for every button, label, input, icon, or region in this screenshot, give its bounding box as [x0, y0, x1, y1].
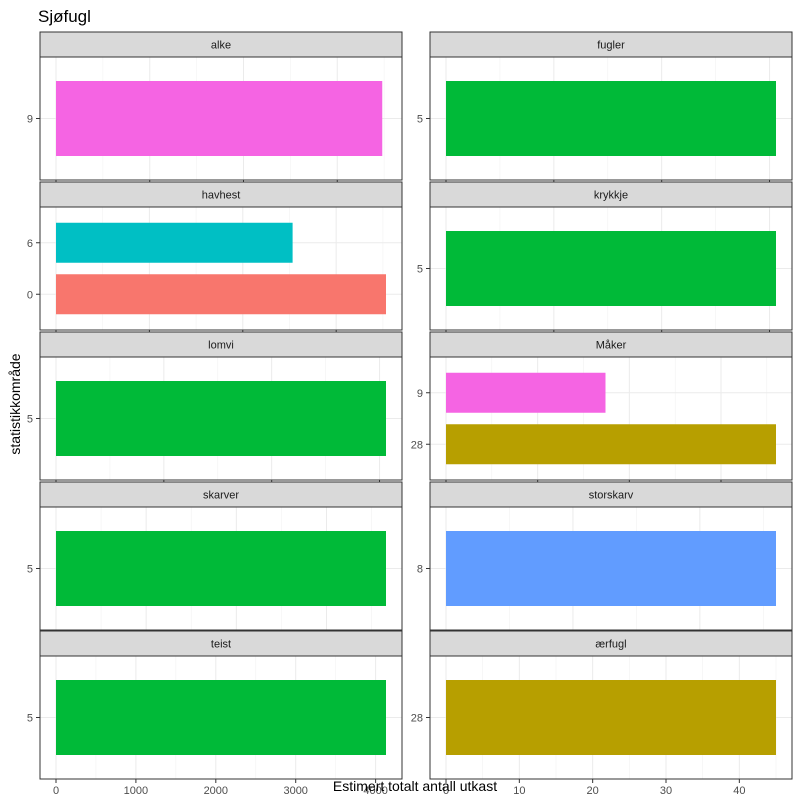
y-tick-label: 9: [27, 114, 33, 126]
bar-lomvi-5: [56, 381, 386, 456]
x-tick-label: 10: [513, 785, 525, 797]
panel-border: [429, 506, 793, 631]
x-tick-label: 1000: [124, 785, 148, 797]
panel-border: [39, 206, 403, 331]
x-tick-label: 4000: [363, 785, 387, 797]
x-axis-title: Estimert totalt antall utkast: [333, 778, 497, 794]
facet-strip-label: ærfugl: [595, 639, 626, 651]
chart-title: Sjøfugl: [38, 7, 91, 26]
facet-panel-skarver: skarver5050010001500: [27, 481, 403, 648]
facet-strip-label: skarver: [203, 490, 239, 502]
bar-alke-9: [56, 81, 383, 156]
facet-panel-alke: alke90255075: [27, 31, 403, 198]
facet-strip-label: storskarv: [589, 490, 634, 502]
facet-strip: [429, 331, 793, 358]
y-tick-label: 8: [417, 564, 423, 576]
facet-panels: alke90255075fugler5050100150havhest60030…: [27, 31, 793, 797]
y-tick-label: 28: [411, 439, 423, 451]
facet-strip: [39, 31, 403, 58]
facet-panel-måker: Måker928050100150: [411, 331, 793, 498]
facet-strip-label: alke: [211, 40, 231, 52]
facet-panel-storskarv: storskarv801020: [417, 481, 793, 648]
panel-border: [429, 655, 793, 780]
facet-panel-lomvi: lomvi5050100150: [27, 331, 403, 498]
y-tick-label: 5: [27, 713, 33, 725]
facet-strip-label: fugler: [597, 40, 625, 52]
panel-border: [429, 56, 793, 181]
x-tick-label: 0: [443, 785, 449, 797]
facet-strip-label: krykkje: [594, 190, 628, 202]
x-tick-label: 40: [733, 785, 745, 797]
facet-strip: [39, 181, 403, 208]
facet-strip: [429, 630, 793, 657]
bar-ærfugl-28: [446, 680, 776, 755]
facet-strip: [429, 481, 793, 508]
bar-måker-9: [446, 372, 606, 413]
panel-border: [429, 206, 793, 331]
panel-border: [39, 506, 403, 631]
x-tick-label: 2000: [204, 785, 228, 797]
facet-strip-label: Måker: [596, 340, 627, 352]
facet-strip: [429, 31, 793, 58]
bar-krykkje-5: [446, 231, 776, 306]
y-tick-label: 28: [411, 713, 423, 725]
panel-border: [39, 356, 403, 481]
facet-panel-havhest: havhest600306090: [27, 181, 403, 348]
bar-havhest-0: [56, 274, 386, 315]
facet-strip: [39, 481, 403, 508]
facet-panel-teist: teist 5 0 1000 2000 3000 4000: [27, 630, 403, 797]
facet-strip-label: teist: [211, 639, 231, 651]
y-tick-label: 5: [417, 264, 423, 276]
facet-panel-krykkje: krykkje5050100150: [417, 181, 793, 348]
x-tick-label: 0: [53, 785, 59, 797]
bar-storskarv-8: [446, 531, 776, 606]
y-tick-label: 5: [417, 114, 423, 126]
y-tick-label: 0: [27, 289, 33, 301]
facet-panel-fugler: fugler5050100150: [417, 31, 793, 198]
bar-måker-28: [446, 424, 776, 465]
bar-fugler-5: [446, 81, 776, 156]
x-tick-label: 3000: [283, 785, 307, 797]
facet-panel-ærfugl: ærfugl 28 0 10 20 30 40: [411, 630, 793, 797]
facet-strip-label: havhest: [202, 190, 241, 202]
panel-border: [39, 56, 403, 181]
y-axis-title: statistikkområde: [7, 353, 23, 454]
panel-border: [429, 356, 793, 481]
bar-skarver-5: [56, 531, 386, 606]
y-tick-label: 6: [27, 238, 33, 250]
panel-border: [39, 655, 403, 780]
y-tick-label: 5: [27, 414, 33, 426]
bar-teist-5: [56, 680, 386, 755]
x-tick-label: 30: [660, 785, 672, 797]
y-tick-label: 5: [27, 564, 33, 576]
facet-strip: [39, 331, 403, 358]
facet-strip: [429, 181, 793, 208]
x-tick-label: 20: [587, 785, 599, 797]
bar-havhest-6: [56, 222, 293, 263]
facet-strip-label: lomvi: [208, 340, 234, 352]
y-tick-label: 9: [417, 388, 423, 400]
